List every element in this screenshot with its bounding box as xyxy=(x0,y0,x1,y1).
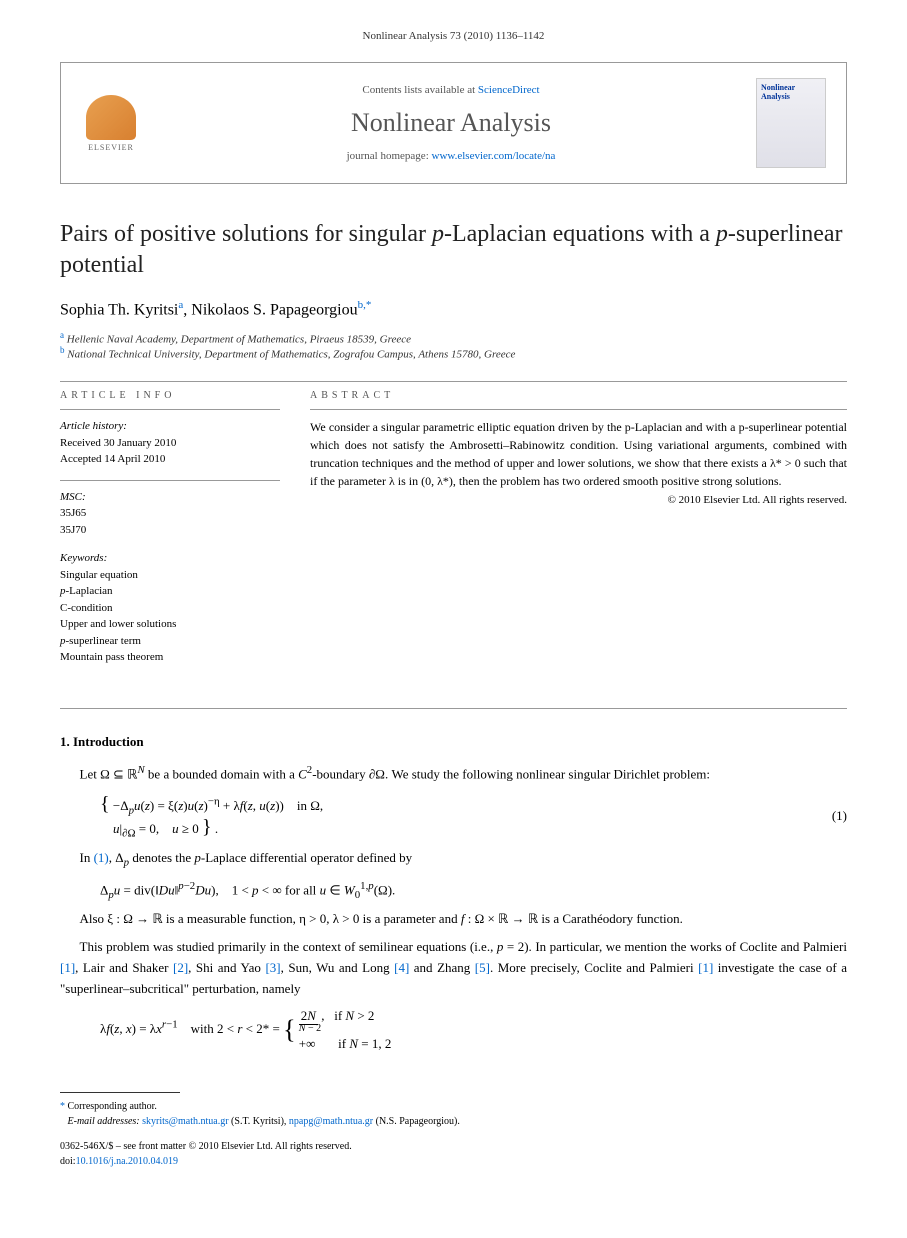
homepage-link[interactable]: www.elsevier.com/locate/na xyxy=(432,150,556,162)
doi-line: doi:10.1016/j.na.2010.04.019 xyxy=(60,1154,847,1169)
author-1-marker: a xyxy=(178,299,183,311)
contents-prefix: Contents lists available at xyxy=(362,84,477,96)
elsevier-tree-icon xyxy=(86,95,136,140)
abstract-copyright: © 2010 Elsevier Ltd. All rights reserved… xyxy=(310,494,847,506)
journal-cover-thumb: Nonlinear Analysis xyxy=(756,78,826,168)
email-line: E-mail addresses: skyrits@math.ntua.gr (… xyxy=(60,1114,847,1129)
keywords-label: Keywords: xyxy=(60,550,280,567)
header-center: Contents lists available at ScienceDirec… xyxy=(161,84,741,162)
issn-line: 0362-546X/$ – see front matter © 2010 El… xyxy=(60,1139,847,1154)
abstract-col: ABSTRACT We consider a singular parametr… xyxy=(310,390,847,678)
article-info-heading: ARTICLE INFO xyxy=(60,390,280,401)
msc-label: MSC: xyxy=(60,489,280,506)
cover-title: Nonlinear Analysis xyxy=(761,83,821,101)
affiliation-b: b National Technical University, Departm… xyxy=(60,345,847,361)
received-date: Received 30 January 2010 xyxy=(60,435,280,452)
homepage-prefix: journal homepage: xyxy=(347,150,432,162)
abstract-text: We consider a singular parametric ellipt… xyxy=(310,418,847,490)
ref-eq1[interactable]: (1) xyxy=(94,850,109,865)
ref-5[interactable]: [5] xyxy=(475,960,490,975)
sciencedirect-link[interactable]: ScienceDirect xyxy=(478,84,540,96)
affiliations: a Hellenic Naval Academy, Department of … xyxy=(60,330,847,361)
accepted-date: Accepted 14 April 2010 xyxy=(60,451,280,468)
email-1-name: (S.T. Kyritsi), xyxy=(231,1116,286,1127)
divider-top xyxy=(60,381,847,382)
equation-1: { −Δpu(z) = ξ(z)u(z)−η + λf(z, u(z)) in … xyxy=(100,793,847,840)
ref-1b[interactable]: [1] xyxy=(698,960,713,975)
keyword-3: C-condition xyxy=(60,600,280,617)
keyword-5: p-superlinear term xyxy=(60,633,280,650)
ref-1[interactable]: [1] xyxy=(60,960,75,975)
author-1: Sophia Th. Kyritsi xyxy=(60,302,178,319)
affil-b-marker: b xyxy=(60,345,65,355)
para-2: In (1), Δp denotes the p-Laplace differe… xyxy=(60,848,847,872)
author-2: Nikolaos S. Papageorgiou xyxy=(191,302,357,319)
header-citation: Nonlinear Analysis 73 (2010) 1136–1142 xyxy=(60,30,847,42)
section-1-title: 1. Introduction xyxy=(60,734,847,750)
keyword-6: Mountain pass theorem xyxy=(60,649,280,666)
equation-2: Δpu = div(‖Du‖p−2Du), 1 < p < ∞ for all … xyxy=(100,880,847,901)
para-1: Let Ω ⊆ ℝN be a bounded domain with a C2… xyxy=(60,762,847,785)
doi-link[interactable]: 10.1016/j.na.2010.04.019 xyxy=(76,1156,179,1167)
article-title: Pairs of positive solutions for singular… xyxy=(60,219,847,281)
history-label: Article history: xyxy=(60,418,280,435)
footer-divider xyxy=(60,1092,180,1093)
footer: * Corresponding author. E-mail addresses… xyxy=(60,1092,847,1169)
authors-line: Sophia Th. Kyritsia, Nikolaos S. Papageo… xyxy=(60,299,847,319)
para-3b: This problem was studied primarily in th… xyxy=(60,937,847,999)
author-2-marker: b,* xyxy=(358,299,372,311)
elsevier-label: ELSEVIER xyxy=(88,143,134,152)
corr-star-icon: * xyxy=(60,1101,65,1112)
msc-code-2: 35J70 xyxy=(60,522,280,539)
msc-code-1: 35J65 xyxy=(60,505,280,522)
info-divider-2 xyxy=(60,480,280,481)
eq-1-number: (1) xyxy=(832,808,847,824)
elsevier-logo: ELSEVIER xyxy=(81,91,141,156)
doi-label: doi: xyxy=(60,1156,76,1167)
keyword-4: Upper and lower solutions xyxy=(60,616,280,633)
email-2-link[interactable]: npapg@math.ntua.gr xyxy=(289,1116,373,1127)
info-abstract-row: ARTICLE INFO Article history: Received 3… xyxy=(60,390,847,678)
affil-a-marker: a xyxy=(60,330,64,340)
msc-block: MSC: 35J65 35J70 xyxy=(60,489,280,539)
email-2-name: (N.S. Papageorgiou). xyxy=(376,1116,460,1127)
ref-4[interactable]: [4] xyxy=(394,960,409,975)
ref-3[interactable]: [3] xyxy=(265,960,280,975)
keyword-2: p-Laplacian xyxy=(60,583,280,600)
keyword-1: Singular equation xyxy=(60,567,280,584)
equation-3: λf(z, x) = λxr−1 with 2 < r < 2* = { 2N … xyxy=(100,1008,847,1052)
para-3a: Also ξ : Ω → ℝ is a measurable function,… xyxy=(60,909,847,930)
homepage-line: journal homepage: www.elsevier.com/locat… xyxy=(161,150,741,162)
abstract-divider xyxy=(310,409,847,410)
keywords-block: Keywords: Singular equation p-Laplacian … xyxy=(60,550,280,666)
contents-line: Contents lists available at ScienceDirec… xyxy=(161,84,741,96)
divider-bottom xyxy=(60,708,847,709)
section-introduction: 1. Introduction Let Ω ⊆ ℝN be a bounded … xyxy=(60,734,847,1052)
affiliation-a: a Hellenic Naval Academy, Department of … xyxy=(60,330,847,346)
affil-b-text: National Technical University, Departmen… xyxy=(67,349,515,361)
email-label: E-mail addresses: xyxy=(68,1116,140,1127)
journal-name: Nonlinear Analysis xyxy=(161,108,741,138)
email-1-link[interactable]: skyrits@math.ntua.gr xyxy=(142,1116,228,1127)
affil-a-text: Hellenic Naval Academy, Department of Ma… xyxy=(67,333,411,345)
journal-header-box: ELSEVIER Contents lists available at Sci… xyxy=(60,62,847,184)
history-block: Article history: Received 30 January 201… xyxy=(60,418,280,468)
info-divider-1 xyxy=(60,409,280,410)
corresponding-author: * Corresponding author. xyxy=(60,1099,847,1114)
ref-2[interactable]: [2] xyxy=(173,960,188,975)
abstract-heading: ABSTRACT xyxy=(310,390,847,401)
article-info-col: ARTICLE INFO Article history: Received 3… xyxy=(60,390,280,678)
corr-label: Corresponding author. xyxy=(68,1101,157,1112)
